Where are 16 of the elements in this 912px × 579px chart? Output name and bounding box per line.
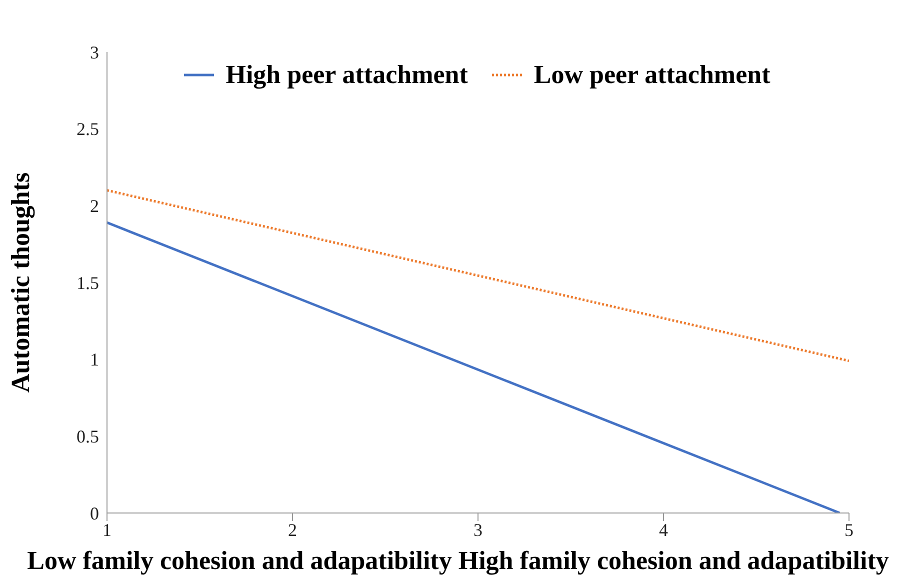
y-tick-label: 3: [90, 42, 99, 62]
x-tick-label: 2: [288, 520, 297, 540]
y-tick-label: 1.5: [76, 272, 99, 293]
x-tick-label: 4: [659, 520, 668, 540]
y-tick-label: 1: [90, 350, 99, 370]
legend-label: Low peer attachment: [534, 60, 770, 90]
x-tick-label: 3: [474, 520, 482, 540]
x-tick-label: 1: [102, 520, 112, 540]
y-axis-title: Automatic thoughts: [6, 172, 36, 393]
y-tick-label: 0: [90, 503, 99, 524]
legend-label: High peer attachment: [226, 60, 468, 90]
y-tick-label: 2: [90, 196, 99, 216]
y-tick-label: 0.5: [76, 426, 99, 447]
y-tick-label: 2.5: [76, 119, 99, 140]
x-tick-label: 5: [844, 520, 854, 540]
x-axis-title: Low family cohesion and adapatibility High family cohesion and adapatibility: [27, 546, 889, 575]
